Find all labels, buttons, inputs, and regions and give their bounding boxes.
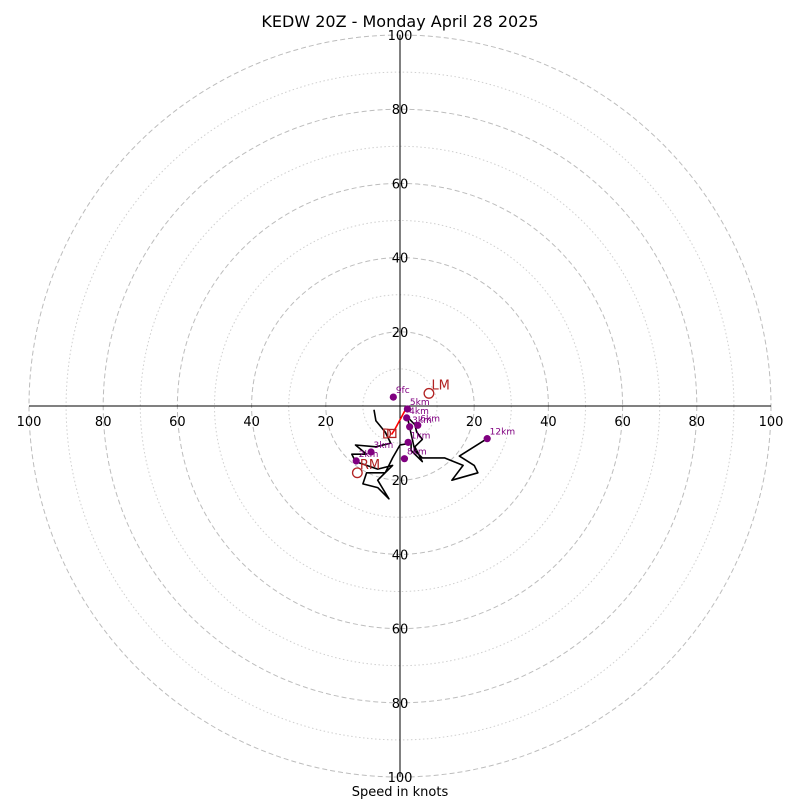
height-point xyxy=(404,438,412,446)
height-point xyxy=(403,405,412,413)
y-tick-label-top: 40 xyxy=(392,252,409,267)
left-mover-marker xyxy=(423,387,435,399)
height-point xyxy=(389,393,397,401)
y-tick-label-top: 80 xyxy=(392,103,409,118)
height-point-label: 12km xyxy=(490,428,515,438)
height-point xyxy=(483,435,491,443)
x-tick-label-right: 80 xyxy=(689,415,706,430)
storm-motion-layer: LM RM D xyxy=(351,378,450,479)
left-mover-label: LM xyxy=(431,378,449,393)
mean-wind-marker xyxy=(387,428,397,439)
height-point-label: 4km xyxy=(409,407,429,417)
tick-labels: 100 100 100 100 80 80 80 80 60 60 60 60 40 40 40 40 20 20… xyxy=(17,29,784,786)
chart-title: KEDW 20Z - Monday April 28 2025 xyxy=(261,12,538,31)
height-point-label: 1km xyxy=(411,431,431,441)
y-tick-label-bottom: 60 xyxy=(392,623,409,638)
x-tick-label-right: 40 xyxy=(540,415,557,430)
height-point xyxy=(352,457,360,465)
right-mover-marker xyxy=(351,467,363,479)
height-point xyxy=(406,423,414,431)
x-tick-label-right: 20 xyxy=(466,415,483,430)
y-tick-label-bottom: 20 xyxy=(392,474,409,489)
y-tick-label-top: 20 xyxy=(392,326,409,341)
height-point-label: 9fc xyxy=(396,386,410,396)
x-tick-label-right: 100 xyxy=(759,415,784,430)
x-tick-label-left: 100 xyxy=(17,415,42,430)
height-point-label: 5km xyxy=(410,398,430,408)
storm-motion-vector-tail xyxy=(390,429,396,436)
height-point-label: 3km xyxy=(374,441,394,451)
y-tick-label-top: 100 xyxy=(388,29,413,44)
x-tick-label-left: 80 xyxy=(95,415,112,430)
height-point-label: 3km xyxy=(412,416,432,426)
height-point xyxy=(403,414,411,422)
y-tick-label-bottom: 40 xyxy=(392,548,409,563)
y-tick-label-bottom: 100 xyxy=(388,771,413,786)
x-tick-label-left: 20 xyxy=(318,415,335,430)
height-point-label: 6km xyxy=(420,414,440,424)
axes xyxy=(29,35,771,777)
height-point xyxy=(400,455,409,463)
right-mover-label: RM xyxy=(360,458,380,473)
x-tick-label-right: 60 xyxy=(614,415,631,430)
x-tick-label-left: 60 xyxy=(169,415,186,430)
height-point-label: 8km xyxy=(407,448,427,458)
y-tick-label-bottom: 80 xyxy=(392,697,409,712)
height-point-label: 2km xyxy=(359,450,379,460)
y-tick-label-top: 60 xyxy=(392,177,409,192)
x-tick-label-left: 40 xyxy=(243,415,260,430)
mean-wind-label: D xyxy=(382,427,392,442)
height-point xyxy=(367,448,375,456)
x-axis-label: Speed in knots xyxy=(352,785,449,800)
height-point xyxy=(414,421,422,429)
